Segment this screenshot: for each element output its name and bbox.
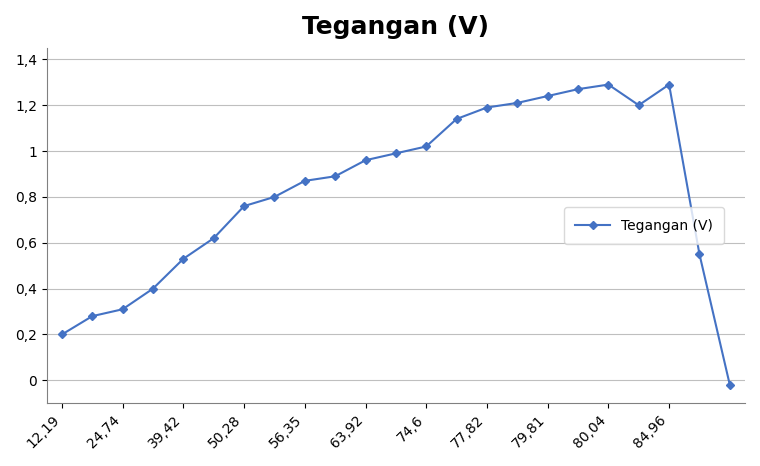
Tegangan (V)	[179, 256, 188, 261]
Tegangan (V)	[239, 203, 249, 209]
Tegangan (V)	[391, 151, 401, 156]
Tegangan (V)	[664, 82, 673, 87]
Tegangan (V)	[57, 332, 66, 337]
Tegangan (V)	[361, 158, 370, 163]
Tegangan (V)	[331, 173, 340, 179]
Tegangan (V)	[118, 307, 127, 312]
Legend: Tegangan (V): Tegangan (V)	[564, 207, 724, 244]
Tegangan (V)	[422, 144, 431, 149]
Tegangan (V)	[725, 382, 734, 388]
Line: Tegangan (V): Tegangan (V)	[59, 82, 733, 388]
Tegangan (V)	[300, 178, 309, 184]
Title: Tegangan (V): Tegangan (V)	[302, 15, 489, 39]
Tegangan (V)	[604, 82, 613, 87]
Tegangan (V)	[543, 93, 553, 99]
Tegangan (V)	[87, 313, 97, 319]
Tegangan (V)	[634, 103, 643, 108]
Tegangan (V)	[270, 194, 279, 200]
Tegangan (V)	[574, 86, 583, 92]
Tegangan (V)	[695, 252, 704, 257]
Tegangan (V)	[209, 235, 218, 241]
Tegangan (V)	[148, 286, 157, 291]
Tegangan (V)	[452, 116, 461, 122]
Tegangan (V)	[483, 105, 492, 110]
Tegangan (V)	[513, 100, 522, 106]
